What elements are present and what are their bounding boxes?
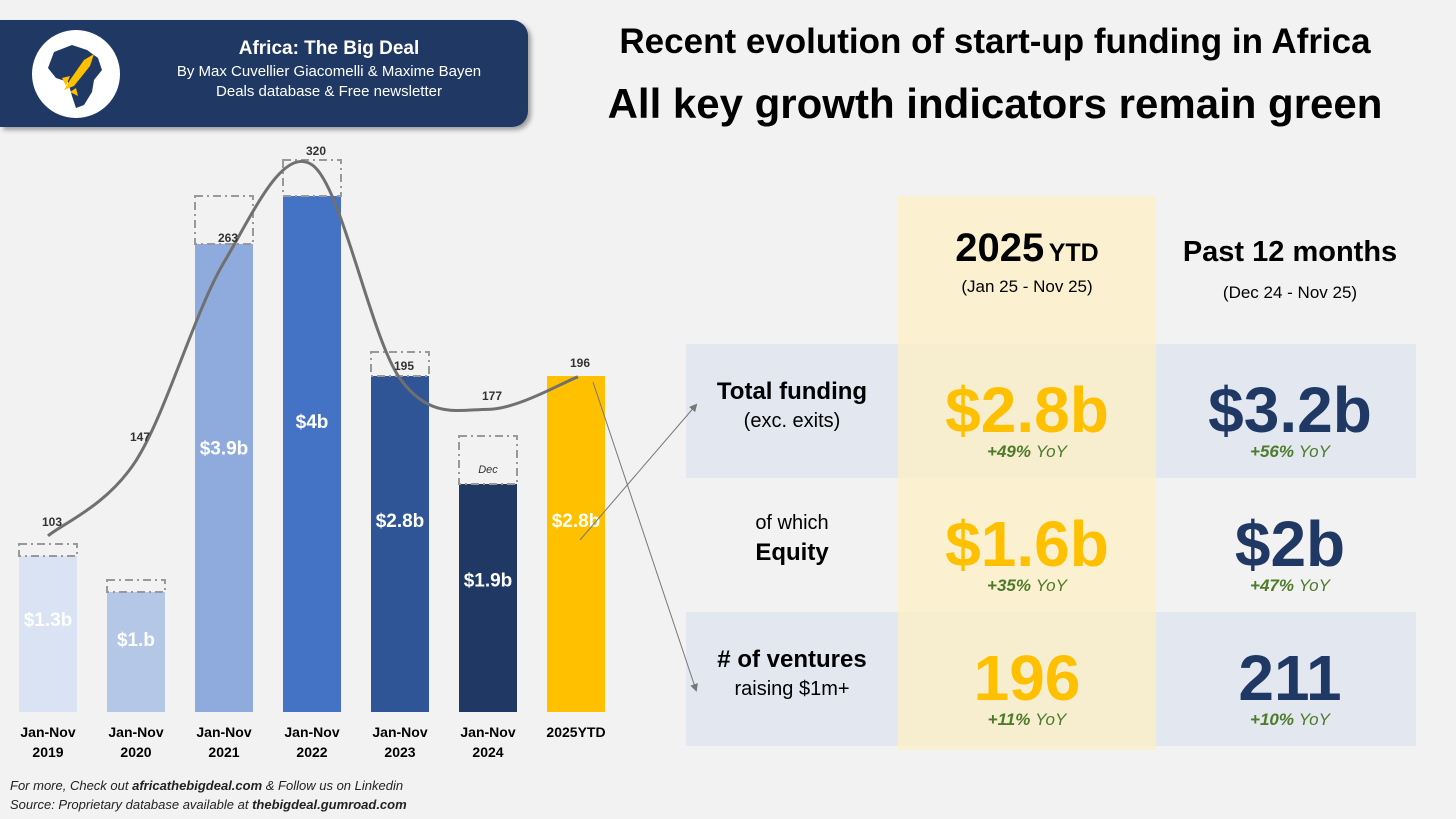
website-link[interactable]: africathebigdeal.com: [132, 778, 263, 793]
december-box: [18, 543, 78, 557]
ventures-label: 263: [218, 231, 238, 245]
ventures-line: [47, 160, 579, 538]
funding-label: $2.8b: [376, 511, 425, 532]
brand-authors: By Max Cuvellier Giacomelli & Maxime Bay…: [176, 63, 482, 80]
ytd-value: $2.8b: [945, 374, 1109, 446]
ytd-value-cell: 196 +11% YoY: [898, 646, 1156, 730]
brand-tagline: Deals database & Free newsletter: [216, 83, 442, 100]
p12-yoy: +56% YoY: [1250, 442, 1330, 461]
col-ytd-header: 2025 YTD (Jan 25 - Nov 25): [955, 226, 1099, 296]
ytd-yoy: +11% YoY: [987, 710, 1067, 729]
x-tick-label: 2019: [32, 744, 63, 760]
row-label: # of ventures raising $1m+: [717, 646, 867, 700]
funding-bar: [19, 556, 77, 712]
p12-value-cell: $2b +47% YoY: [1156, 512, 1424, 596]
p12-yoy: +47% YoY: [1250, 576, 1330, 595]
ventures-label: 103: [42, 515, 62, 529]
brand-banner: Africa: The Big Deal By Max Cuvellier Gi…: [0, 20, 528, 127]
footer-source: Source: Proprietary database available a…: [10, 797, 407, 812]
x-tick-label: 2023: [384, 744, 415, 760]
x-tick-label: Jan-Nov: [108, 724, 163, 740]
x-tick-label: 2025YTD: [546, 724, 605, 740]
p12-yoy: +10% YoY: [1250, 710, 1330, 729]
funding-label: $1.b: [117, 630, 155, 651]
funding-bar: [195, 244, 253, 712]
december-box: [282, 159, 342, 197]
x-tick-label: Jan-Nov: [284, 724, 339, 740]
ventures-label: 196: [570, 356, 590, 370]
x-tick-label: Jan-Nov: [20, 724, 75, 740]
p12-value-cell: 211 +10% YoY: [1156, 646, 1424, 730]
ytd-yoy: +49% YoY: [987, 442, 1067, 461]
ventures-label: 195: [394, 359, 414, 373]
p12-value: $3.2b: [1208, 374, 1372, 446]
arrow-to-ventures: [592, 381, 698, 692]
funding-label: $1.9b: [464, 571, 513, 592]
x-tick-label: 2022: [296, 744, 327, 760]
ytd-value: $1.6b: [945, 508, 1109, 580]
row-label: of which Equity: [755, 512, 829, 566]
gumroad-link[interactable]: thebigdeal.gumroad.com: [252, 797, 407, 812]
funding-bar: [283, 196, 341, 712]
x-tick-label: 2021: [208, 744, 239, 760]
x-tick-label: 2020: [120, 744, 151, 760]
funding-bar: [371, 376, 429, 712]
ventures-label: 177: [482, 389, 502, 403]
x-tick-label: Jan-Nov: [196, 724, 251, 740]
ytd-column-highlight: [898, 196, 1156, 750]
col-past12-header: Past 12 months (Dec 24 - Nov 25): [1182, 236, 1398, 302]
ytd-value-cell: $1.6b +35% YoY: [898, 512, 1156, 596]
funding-label: $1.3b: [24, 610, 73, 631]
ytd-yoy: +35% YoY: [987, 576, 1067, 595]
p12-value-cell: $3.2b +56% YoY: [1156, 378, 1424, 462]
funding-bar-chart: $1.3b Jan-Nov 2019 $1.b Jan-Nov 2020 $3.9b Jan-…: [18, 144, 606, 760]
funding-bar: [547, 376, 605, 712]
funding-label: $3.9b: [200, 439, 249, 460]
december-box: [458, 435, 518, 485]
funding-bar: [107, 592, 165, 712]
brand-name: Africa: The Big Deal: [238, 38, 420, 59]
footer-more: For more, Check out africathebigdeal.com…: [10, 778, 404, 793]
arrow-to-total-funding: [579, 403, 698, 541]
x-tick-label: 2024: [472, 744, 503, 760]
page-subtitle: All key growth indicators remain green: [607, 80, 1383, 127]
dec-label: Dec: [478, 464, 498, 476]
x-tick-label: Jan-Nov: [372, 724, 427, 740]
africa-rocket-logo: [32, 30, 120, 118]
x-tick-label: Jan-Nov: [460, 724, 515, 740]
december-box: [106, 579, 166, 593]
p12-value: 211: [1238, 642, 1342, 714]
funding-bar: [459, 484, 517, 712]
december-box: [194, 195, 254, 245]
ventures-label: 147: [130, 430, 150, 444]
ytd-value: 196: [973, 642, 1081, 714]
ytd-value-cell: $2.8b +49% YoY: [898, 378, 1156, 462]
page-title: Recent evolution of start-up funding in …: [619, 22, 1371, 61]
p12-value: $2b: [1234, 508, 1346, 580]
row-label: Total funding (exc. exits): [716, 378, 868, 432]
funding-label: $4b: [296, 412, 329, 433]
funding-label: $2.8b: [552, 511, 601, 532]
ventures-label: 320: [306, 144, 326, 158]
